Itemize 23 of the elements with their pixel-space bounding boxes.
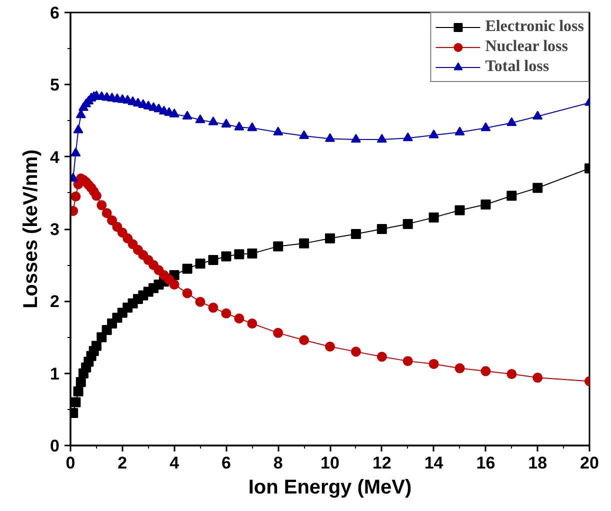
y-tick-label: 4 [50, 148, 60, 167]
x-tick-label: 12 [372, 454, 392, 472]
x-tick-label: 0 [66, 454, 76, 472]
y-tick-label: 6 [50, 4, 60, 22]
legend-label: Nuclear loss [485, 38, 568, 56]
y-tick-label: 2 [50, 292, 60, 312]
legend-label: Total loss [485, 58, 550, 76]
x-tick-label: 14 [424, 454, 444, 472]
x-tick-label: 6 [221, 454, 231, 472]
y-tick-label: 3 [50, 220, 60, 239]
x-tick-label: 4 [170, 454, 180, 472]
x-tick-label: 8 [273, 454, 283, 472]
x-tick-label: 20 [580, 454, 599, 472]
x-tick-label: 18 [528, 454, 548, 472]
y-tick-label: 1 [50, 364, 60, 384]
y-axis-title: Losses (keV/nm) [20, 150, 42, 308]
x-tick-label: 10 [320, 454, 340, 472]
x-axis-title: Ion Energy (MeV) [248, 476, 412, 498]
y-tick-label: 0 [50, 436, 60, 456]
x-tick-label: 16 [476, 454, 496, 472]
legend-label: Electronic loss [485, 18, 584, 36]
x-tick-label: 2 [118, 454, 128, 472]
y-tick-label: 5 [50, 76, 60, 95]
